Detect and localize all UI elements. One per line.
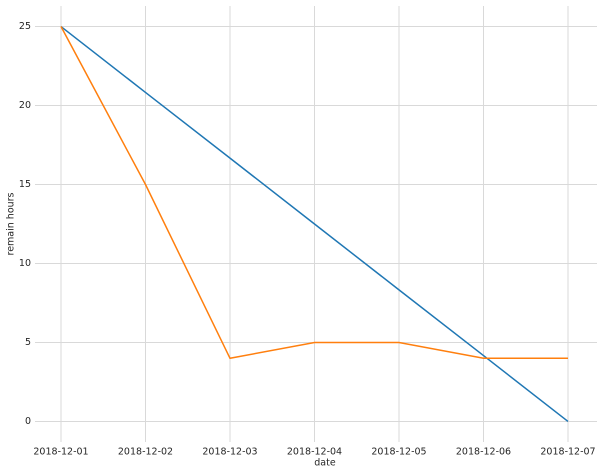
y-axis-label: remain hours (6, 192, 17, 255)
y-tick-label: 5 (25, 337, 31, 348)
x-tick-label: 2018-12-04 (287, 447, 342, 458)
x-axis-label: date (314, 458, 336, 469)
y-tick-label: 20 (19, 100, 31, 111)
line (60, 26, 568, 360)
y-tick-label: 0 (25, 416, 31, 427)
line (60, 25, 569, 423)
y-tick-label: 25 (19, 21, 31, 32)
x-tick-label: 2018-12-05 (371, 447, 426, 458)
y-tick-label: 15 (19, 179, 31, 190)
x-tick-label: 2018-12-01 (33, 447, 88, 458)
x-tick-label: 2018-12-07 (540, 447, 595, 458)
y-tick-label: 10 (19, 258, 31, 269)
x-tick-label: 2018-12-03 (202, 447, 257, 458)
x-tick-label: 2018-12-02 (118, 447, 173, 458)
x-tick-label: 2018-12-06 (456, 447, 511, 458)
